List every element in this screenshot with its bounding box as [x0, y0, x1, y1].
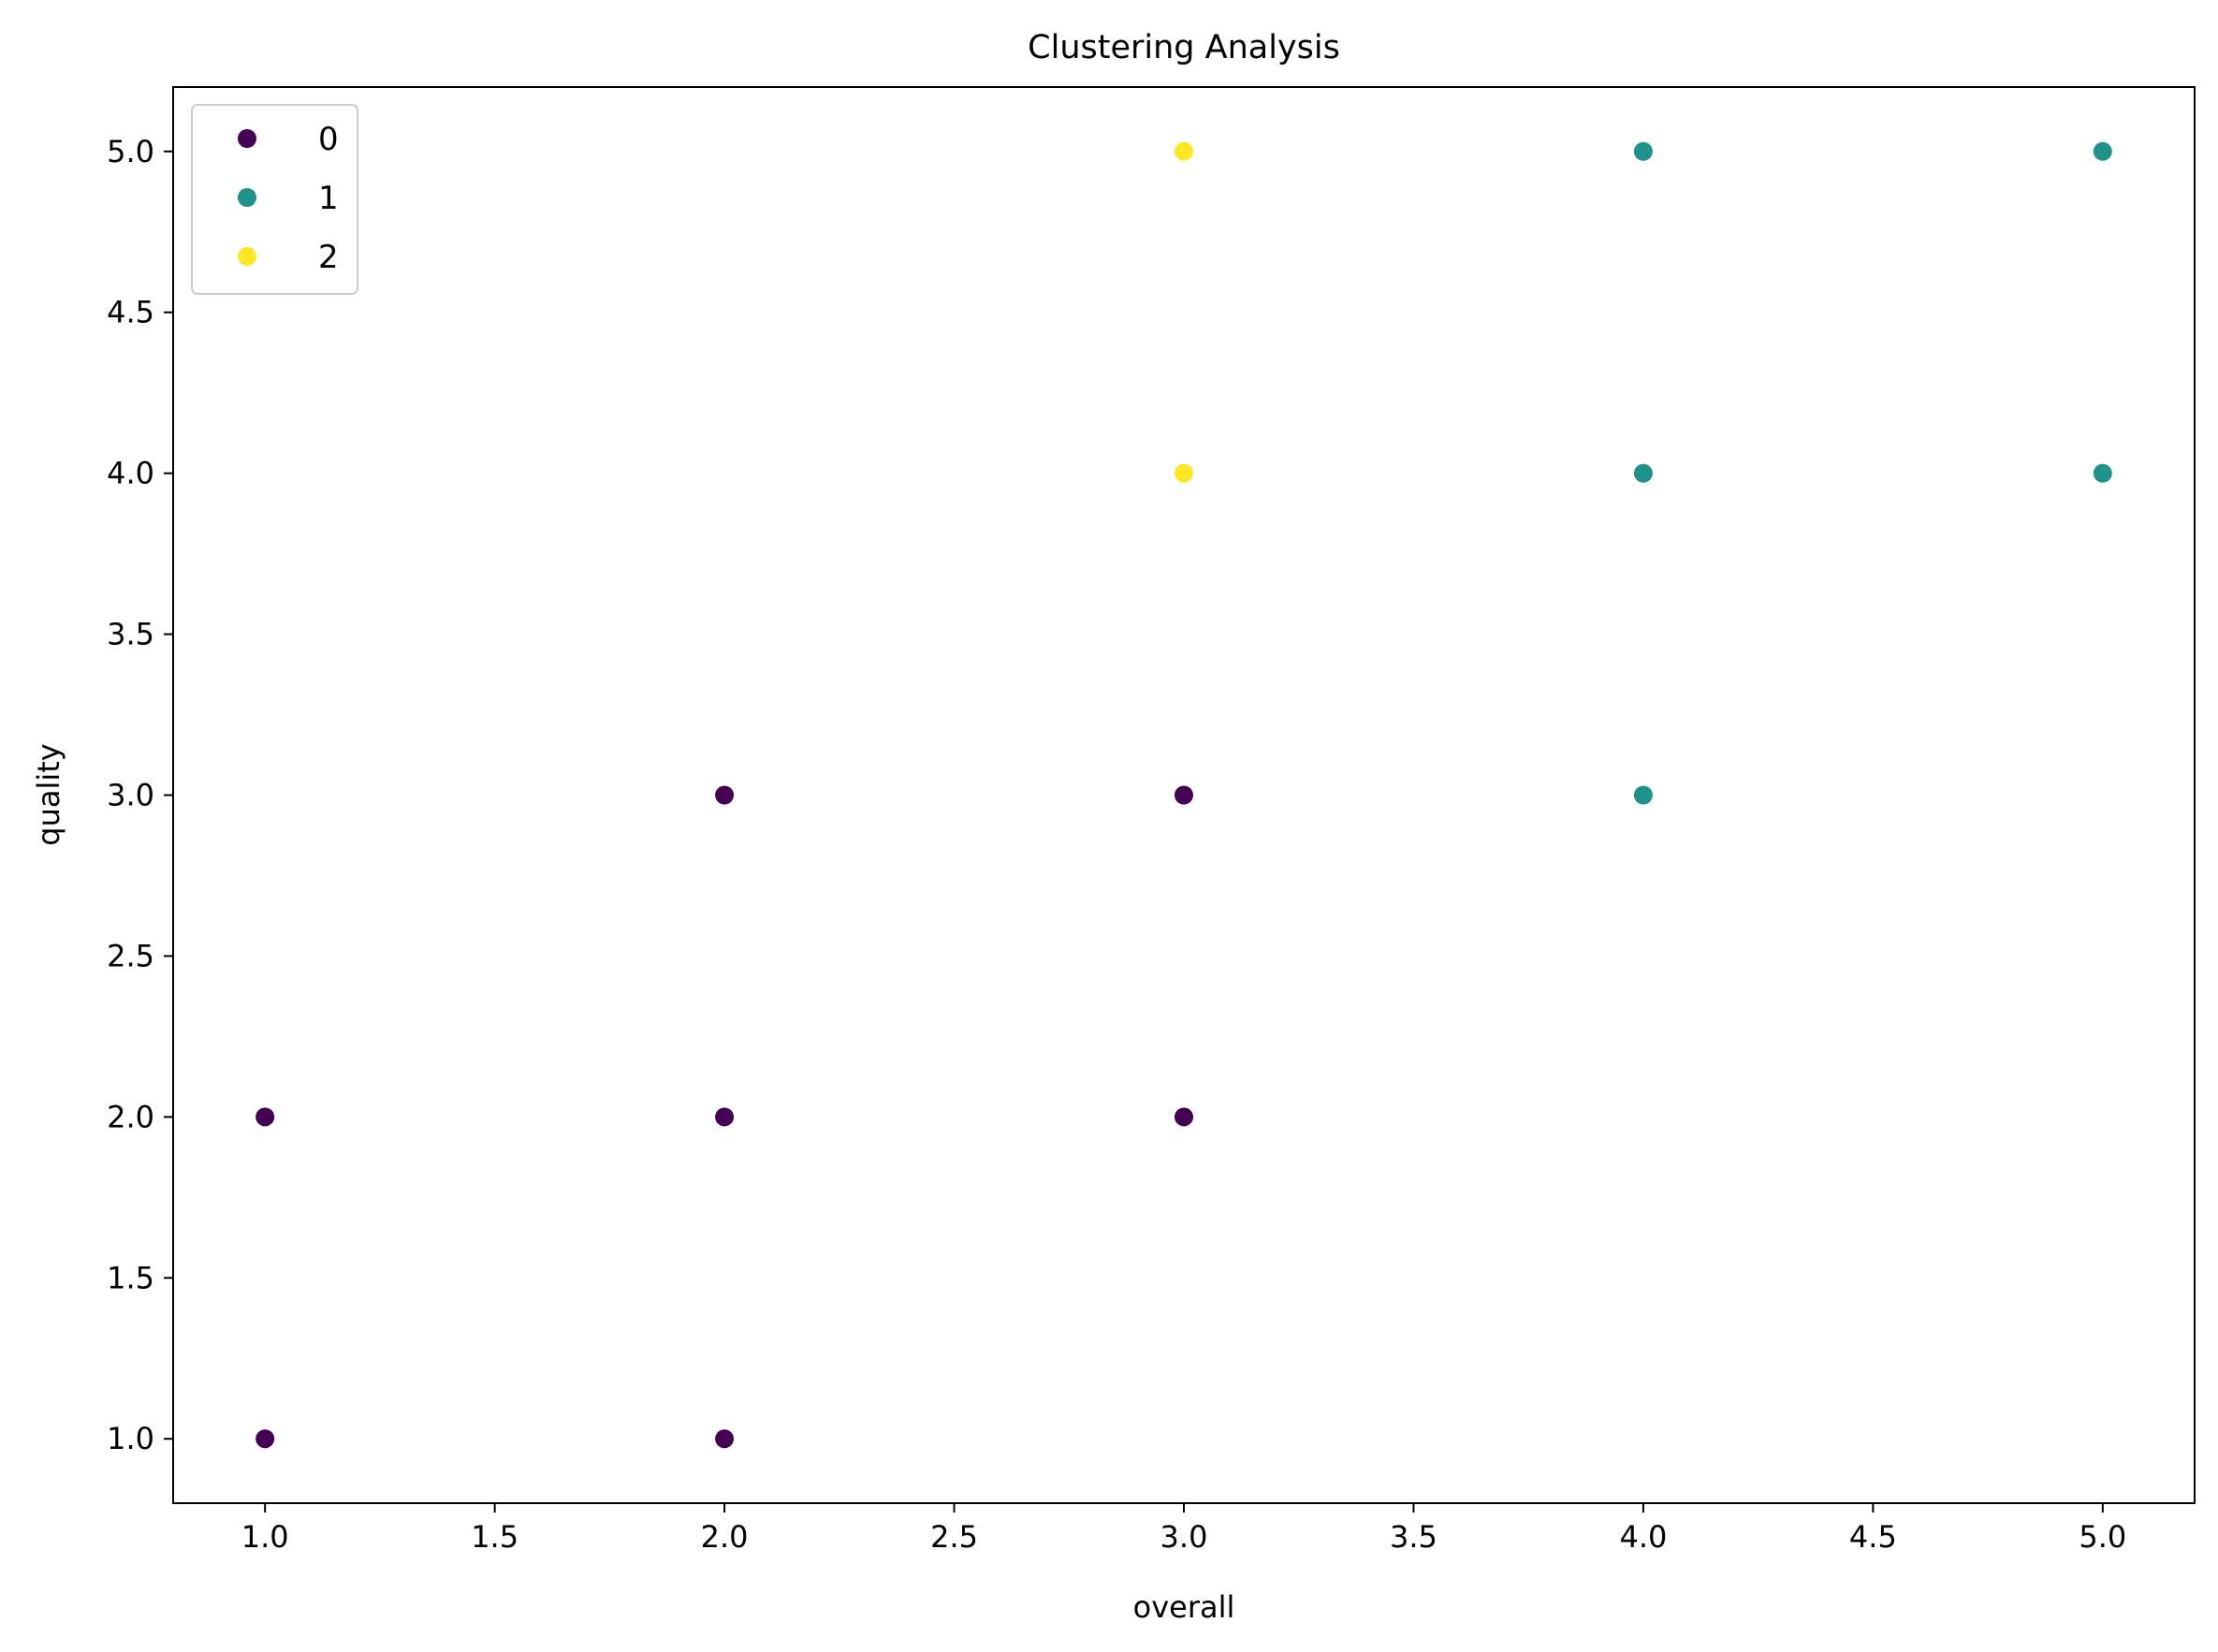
y-tick-label: 3.0	[107, 778, 154, 813]
data-point-cluster-2	[1175, 463, 1193, 483]
y-tick-label: 1.0	[107, 1421, 154, 1456]
x-tick-label: 2.5	[930, 1519, 978, 1555]
x-tick-label: 5.0	[2079, 1519, 2126, 1555]
data-point-cluster-2	[1175, 141, 1193, 161]
y-tick-label: 1.5	[107, 1260, 154, 1295]
legend-label-cluster-2: 2	[318, 239, 339, 276]
x-tick-label: 3.0	[1160, 1519, 1208, 1555]
data-point-cluster-1	[2093, 141, 2112, 161]
x-tick-label: 1.5	[471, 1519, 518, 1555]
y-tick-label: 3.5	[107, 617, 154, 652]
data-point-cluster-0	[255, 1429, 275, 1449]
data-point-cluster-0	[1175, 1107, 1193, 1127]
axis-ticks: 1.0 1.5 2.0 2.5 3.0 3.5 4.0 4.5 5.0 1.0 1.5 2.0 2.5 3…	[107, 134, 2126, 1555]
x-tick-label: 3.5	[1390, 1519, 1437, 1555]
y-tick-label: 4.0	[107, 456, 154, 491]
x-tick-label: 4.5	[1849, 1519, 1897, 1555]
y-tick-label: 2.0	[107, 1099, 154, 1134]
legend-box	[191, 104, 358, 295]
legend-label-cluster-1: 1	[318, 180, 339, 217]
scatter-points	[255, 141, 2112, 1449]
legend-marker-cluster-2	[238, 247, 256, 266]
y-axis-label: quality	[31, 743, 66, 845]
data-point-cluster-0	[1175, 785, 1193, 805]
data-point-cluster-0	[715, 785, 735, 805]
legend: 0 1 2	[191, 104, 358, 295]
plot-frame	[172, 86, 2196, 1504]
data-point-cluster-1	[2093, 463, 2112, 483]
legend-label-cluster-0: 0	[318, 121, 339, 158]
y-tick-label: 2.5	[107, 938, 154, 973]
y-tick-label: 5.0	[107, 134, 154, 169]
x-tick-label: 4.0	[1619, 1519, 1667, 1555]
x-axis-label: overall	[1133, 1589, 1235, 1625]
data-point-cluster-1	[1633, 785, 1653, 805]
data-point-cluster-0	[715, 1107, 735, 1127]
data-point-cluster-0	[715, 1429, 735, 1449]
data-point-cluster-1	[1633, 463, 1653, 483]
legend-marker-cluster-0	[238, 129, 256, 148]
data-point-cluster-1	[1633, 141, 1653, 161]
chart-title: Clustering Analysis	[1028, 29, 1340, 66]
x-tick-label: 2.0	[701, 1519, 749, 1555]
data-point-cluster-0	[255, 1107, 275, 1127]
legend-marker-cluster-1	[238, 188, 256, 207]
x-tick-label: 1.0	[241, 1519, 289, 1555]
y-tick-label: 4.5	[107, 295, 154, 330]
